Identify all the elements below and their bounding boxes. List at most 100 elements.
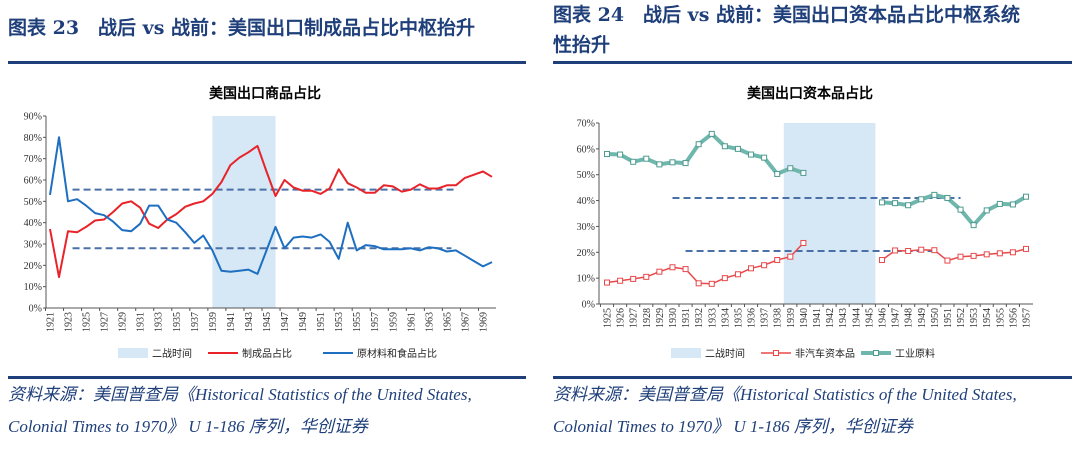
chart-title: 美国出口资本品占比 xyxy=(747,85,873,102)
data-point-marker xyxy=(761,154,768,161)
data-point-marker xyxy=(983,207,990,214)
x-tick-label: 1933 xyxy=(707,308,718,328)
series-line-1 xyxy=(49,136,493,275)
data-point-marker xyxy=(957,253,964,260)
x-tick-label: 1942 xyxy=(825,308,836,328)
x-tick-label: 1933 xyxy=(154,312,165,332)
legend-label-series-1: 原材料和食品占比 xyxy=(357,347,437,360)
data-point-marker xyxy=(721,143,728,150)
x-tick-label: 1927 xyxy=(100,312,111,332)
legend-label-wartime: 二战时间 xyxy=(705,347,745,360)
data-point-marker xyxy=(630,158,637,165)
figure-24-title-line1: 图表 24 战后 vs 战前：美国出口资本品占比中枢系统 xyxy=(553,4,1021,26)
series-line-0 xyxy=(49,144,493,279)
title-rule-left xyxy=(8,61,526,64)
x-tick-label: 1945 xyxy=(262,312,273,332)
x-tick-label: 1946 xyxy=(877,308,888,328)
x-tick-label: 1923 xyxy=(64,312,75,332)
x-tick-label: 1953 xyxy=(334,312,345,332)
y-tick-label: 40% xyxy=(577,196,595,207)
x-tick-label: 1949 xyxy=(917,308,928,328)
x-tick-label: 1945 xyxy=(864,308,875,328)
x-tick-label: 1929 xyxy=(655,308,666,328)
x-tick-label: 1947 xyxy=(891,308,902,328)
x-tick-label: 1961 xyxy=(406,312,417,332)
legend-swatch-wartime xyxy=(671,348,701,358)
x-tick-label: 1929 xyxy=(118,312,129,332)
x-tick-label: 1930 xyxy=(668,308,679,328)
data-point-marker xyxy=(669,264,676,271)
legend-label-series-0: 制成品占比 xyxy=(242,347,292,360)
data-point-marker xyxy=(878,257,885,264)
x-tick-label: 1927 xyxy=(629,308,640,328)
data-point-marker xyxy=(643,155,650,162)
chart-title: 美国出口商品占比 xyxy=(209,85,321,102)
data-point-marker xyxy=(643,273,650,280)
x-tick-label: 1963 xyxy=(424,312,435,332)
x-tick-label: 1941 xyxy=(226,312,237,332)
y-tick-label: 10% xyxy=(24,282,42,293)
x-tick-label: 1928 xyxy=(642,308,653,328)
x-tick-label: 1956 xyxy=(1008,308,1019,328)
x-tick-label: 1955 xyxy=(995,308,1006,328)
x-tick-label: 1932 xyxy=(694,308,705,328)
x-tick-label: 1949 xyxy=(298,312,309,332)
x-tick-label: 1940 xyxy=(799,308,810,328)
data-point-marker xyxy=(682,160,689,167)
data-point-marker xyxy=(892,247,899,254)
x-tick-label: 1925 xyxy=(82,312,93,332)
y-tick-label: 60% xyxy=(24,176,42,187)
data-point-marker xyxy=(630,275,637,282)
x-tick-label: 1931 xyxy=(681,308,692,328)
data-point-marker xyxy=(761,262,768,269)
source-rule-left xyxy=(8,376,526,379)
data-point-marker xyxy=(1009,201,1016,208)
data-point-marker xyxy=(669,159,676,166)
data-point-marker xyxy=(983,251,990,258)
x-tick-label: 1939 xyxy=(786,308,797,328)
data-point-marker xyxy=(774,170,781,177)
x-tick-label: 1959 xyxy=(388,312,399,332)
data-point-marker xyxy=(996,250,1003,257)
y-tick-label: 0% xyxy=(29,304,42,315)
y-tick-label: 20% xyxy=(577,248,595,259)
x-tick-label: 1947 xyxy=(280,312,291,332)
x-tick-label: 1948 xyxy=(904,308,915,328)
data-point-marker xyxy=(682,266,689,273)
y-tick-label: 30% xyxy=(24,240,42,251)
data-point-marker xyxy=(918,246,925,253)
data-point-marker xyxy=(656,161,663,168)
data-point-marker xyxy=(721,275,728,282)
data-point-marker xyxy=(734,145,741,152)
figure-24-title-line2: 性抬升 xyxy=(553,34,611,56)
x-tick-label: 1926 xyxy=(616,308,627,328)
source-right-line1: 资料来源：美国普查局《Historical Statistics of the … xyxy=(553,385,1017,404)
data-point-marker xyxy=(774,257,781,264)
data-point-marker xyxy=(708,130,715,137)
x-tick-label: 1957 xyxy=(370,312,381,332)
x-tick-label: 1944 xyxy=(851,308,862,328)
x-tick-label: 1965 xyxy=(442,312,453,332)
data-point-marker xyxy=(800,169,807,176)
data-point-marker xyxy=(787,165,794,172)
x-tick-label: 1921 xyxy=(46,312,57,332)
legend-marker xyxy=(873,350,879,356)
wartime-shade xyxy=(783,123,876,304)
data-point-marker xyxy=(931,247,938,254)
y-tick-label: 40% xyxy=(24,218,42,229)
data-point-marker xyxy=(905,202,912,209)
data-point-marker xyxy=(970,222,977,229)
data-point-marker xyxy=(695,280,702,287)
y-tick-label: 90% xyxy=(24,112,42,123)
data-point-marker xyxy=(918,196,925,203)
x-tick-label: 1931 xyxy=(136,312,147,332)
x-tick-label: 1952 xyxy=(956,308,967,328)
x-tick-label: 1955 xyxy=(352,312,363,332)
data-point-marker xyxy=(708,280,715,287)
y-tick-label: 30% xyxy=(577,222,595,233)
x-tick-label: 1951 xyxy=(316,312,327,332)
source-right-line2: Colonial Times to 1970》 U 1-186 序列，华创证券 xyxy=(553,417,913,436)
source-left-line1: 资料来源：美国普查局《Historical Statistics of the … xyxy=(8,385,472,404)
x-tick-label: 1957 xyxy=(1022,308,1033,328)
y-tick-label: 60% xyxy=(577,144,595,155)
